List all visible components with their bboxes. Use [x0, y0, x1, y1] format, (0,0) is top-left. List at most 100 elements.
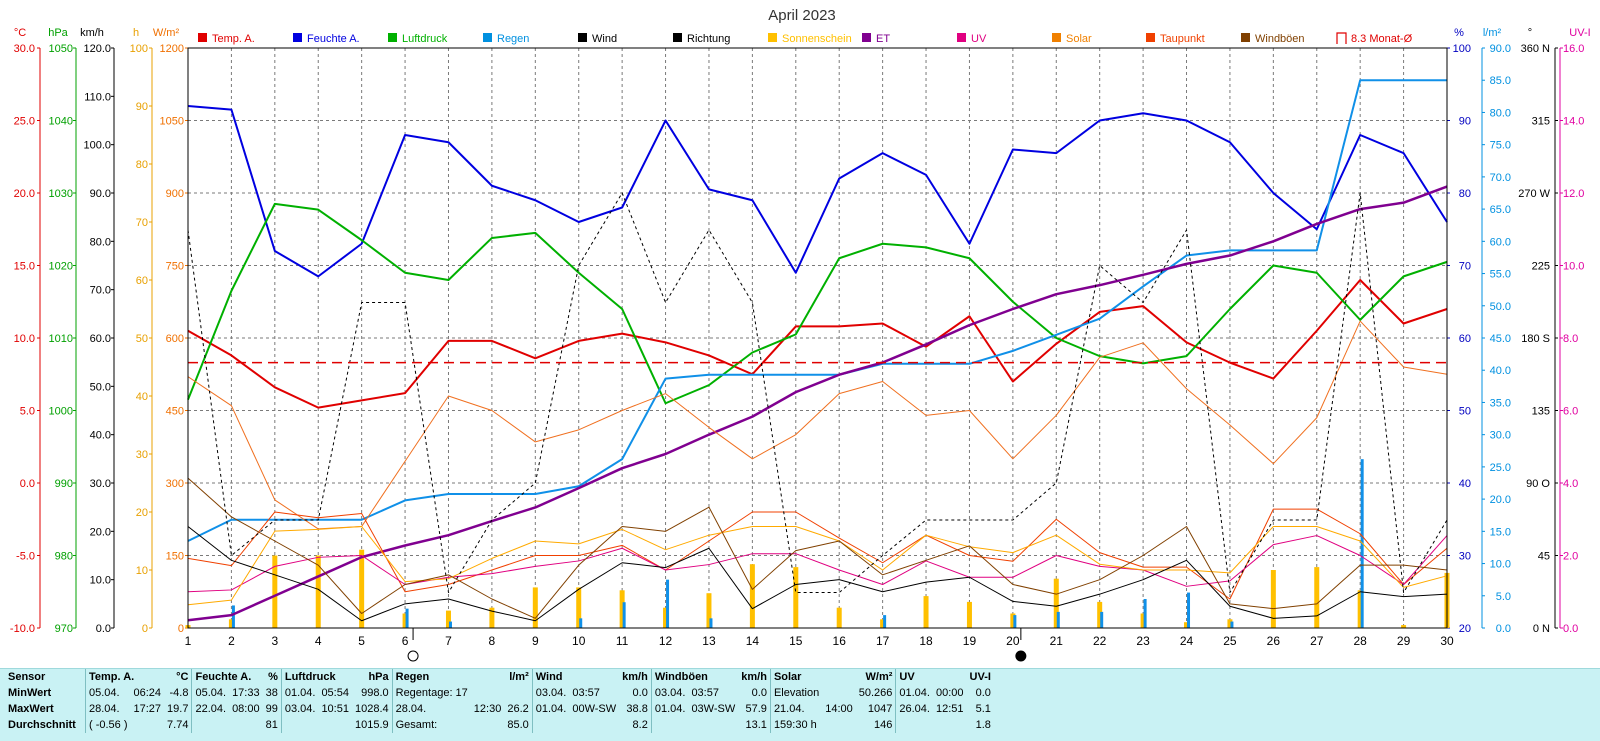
x-tick-label: 7: [445, 634, 452, 648]
series-line-luftdruck: [187, 202, 1448, 405]
summary-cell-time: [471, 685, 505, 701]
axis-unit-uv: UV-I: [1569, 27, 1590, 39]
x-tick-label: 22: [1093, 634, 1107, 648]
chart-legend: Temp. A. Feuchte A. Luftdruck Regen Wind Rich…: [198, 32, 1413, 45]
summary-cell-value: 998.0: [361, 687, 389, 699]
axis-tick-label-solar: 900: [166, 188, 184, 200]
axis-tick-label-wind: 20.0: [90, 526, 111, 538]
axis-tick-label-humidity: 80: [1459, 188, 1471, 200]
legend-label: Richtung: [687, 33, 730, 45]
x-tick-label: 18: [919, 634, 933, 648]
bar-sonnenschein: [402, 613, 408, 628]
x-tick-label: 24: [1180, 634, 1194, 648]
axis-tick-label-wind: 100.0: [83, 140, 111, 152]
bar-sonnenschein: [1314, 567, 1320, 628]
axis-unit-sunshine: h: [133, 27, 139, 39]
bar-sonnenschein: [1270, 570, 1276, 628]
axis-unit-solar: W/m²: [153, 27, 180, 39]
axis-tick-label-wind: 10.0: [90, 575, 111, 587]
axis-tick-label-temp: 20.0: [14, 188, 35, 200]
legend-swatch: [198, 33, 207, 42]
summary-cell-value: 0.0: [975, 687, 991, 699]
legend-swatch: [768, 33, 777, 42]
legend-label: Sonnenschein: [782, 33, 852, 45]
axis-tick-label-sunshine: 20: [136, 507, 148, 519]
series-line-uv: [187, 535, 1448, 593]
axis-tick-label-wind: 0.0: [96, 623, 111, 635]
axis-tick-label-uv: 10.0: [1563, 261, 1584, 273]
summary-row: MaxWert 28.04. 17:27 19.7 22.04. 08:00 99 03.04…: [0, 701, 994, 717]
summary-cell-time: 03W-SW: [691, 703, 736, 715]
axis-tick-label-temp: 30.0: [14, 43, 35, 55]
axis-tick-label-direction: 90 O: [1526, 478, 1550, 490]
bar-regen: [1230, 621, 1234, 628]
summary-row: MinWert 05.04. 06:24 -4.8 05.04. 17:33 38 01.04…: [0, 685, 994, 701]
axis-tick-label-humidity: 100: [1453, 43, 1471, 55]
axis-tick-label-rain: 5.0: [1496, 591, 1511, 603]
x-tick-label: 13: [702, 634, 716, 648]
legend-item: Feuchte A.: [293, 33, 360, 45]
summary-group-title: Solar: [769, 669, 856, 685]
bar-regen: [231, 605, 235, 628]
summary-cell-value: 1015.9: [354, 719, 389, 731]
x-tick-label: 6: [402, 634, 409, 648]
x-tick-label: 23: [1136, 634, 1150, 648]
summary-group-unit: km/h: [622, 671, 648, 683]
summary-group-title: Windböen: [650, 669, 739, 685]
axis-tick-label-rain: 60.0: [1490, 236, 1511, 248]
summary-cell-date: [895, 717, 933, 733]
summary-cell-date: Gesamt:: [391, 717, 471, 733]
summary-cell-value: 146: [874, 719, 893, 731]
bar-regen: [883, 615, 887, 628]
series-line-solar: [187, 320, 1448, 530]
bar-sonnenschein: [966, 601, 972, 628]
legend-label: Wind: [592, 33, 617, 45]
bar-sonnenschein: [1010, 613, 1016, 628]
legend-swatch: [957, 33, 966, 42]
summary-cell-value: 8.2: [632, 719, 648, 731]
summary-cell-time: 14:00: [825, 703, 853, 715]
x-tick-label: 15: [789, 634, 803, 648]
legend-swatch: [1336, 32, 1347, 44]
legend-label: Windböen: [1255, 33, 1305, 45]
summary-row-label: Durchschnitt: [8, 719, 76, 731]
summary-cell-value: 81: [265, 719, 278, 731]
axis-tick-label-wind: 80.0: [90, 236, 111, 248]
summary-cell-value: 38.8: [626, 703, 648, 715]
axis-tick-label-rain: 35.0: [1490, 397, 1511, 409]
summary-cell-time: 17:33: [232, 687, 260, 699]
axis-tick-label-direction: 0 N: [1533, 623, 1550, 635]
axis-tick-label-pressure: 970: [55, 623, 73, 635]
legend-swatch: [578, 33, 587, 42]
summary-row: Durchschnitt ( -0.56 ) 7.74 81 1015.9 Gesamt:…: [0, 717, 994, 733]
summary-cell-value: 38: [265, 687, 278, 699]
axis-tick-label-solar: 450: [166, 406, 184, 418]
summary-cell-date: 01.04.: [280, 685, 319, 701]
series-line-regen: [187, 79, 1447, 542]
x-tick-label: 4: [315, 634, 322, 648]
axis-tick-label-pressure: 1050: [49, 43, 73, 55]
chart-title: April 2023: [768, 7, 836, 24]
summary-group-title: Luftdruck: [280, 669, 352, 685]
summary-cell-time: [131, 717, 165, 733]
moon-phase-markers: [407, 628, 1027, 662]
summary-cell-time: 12:30: [473, 703, 502, 715]
summary-cell-date: [650, 717, 689, 733]
series-line-richtung: [187, 192, 1448, 594]
summary-cell-date: ( -0.56 ): [84, 717, 131, 733]
moon-full-icon: [407, 650, 419, 662]
bar-sonnenschein: [489, 607, 495, 628]
summary-cell-time: 05:54: [321, 687, 349, 699]
summary-group-unit: °C: [176, 671, 189, 683]
chart-axes: 30.025.020.015.010.05.00.0-5.0-10.010501…: [10, 43, 1585, 635]
x-tick-label: 27: [1310, 634, 1324, 648]
summary-cell-time: 12:51: [935, 703, 964, 715]
bar-regen: [666, 579, 670, 628]
summary-cell-value: 13.1: [745, 719, 767, 731]
axis-unit-direction: °: [1528, 27, 1532, 39]
summary-cell-value: 7.74: [167, 719, 189, 731]
axis-tick-label-wind: 70.0: [90, 285, 111, 297]
bar-regen: [1013, 615, 1017, 628]
axis-unit-temp: °C: [14, 27, 26, 39]
summary-cell-time: 00:00: [935, 687, 964, 699]
